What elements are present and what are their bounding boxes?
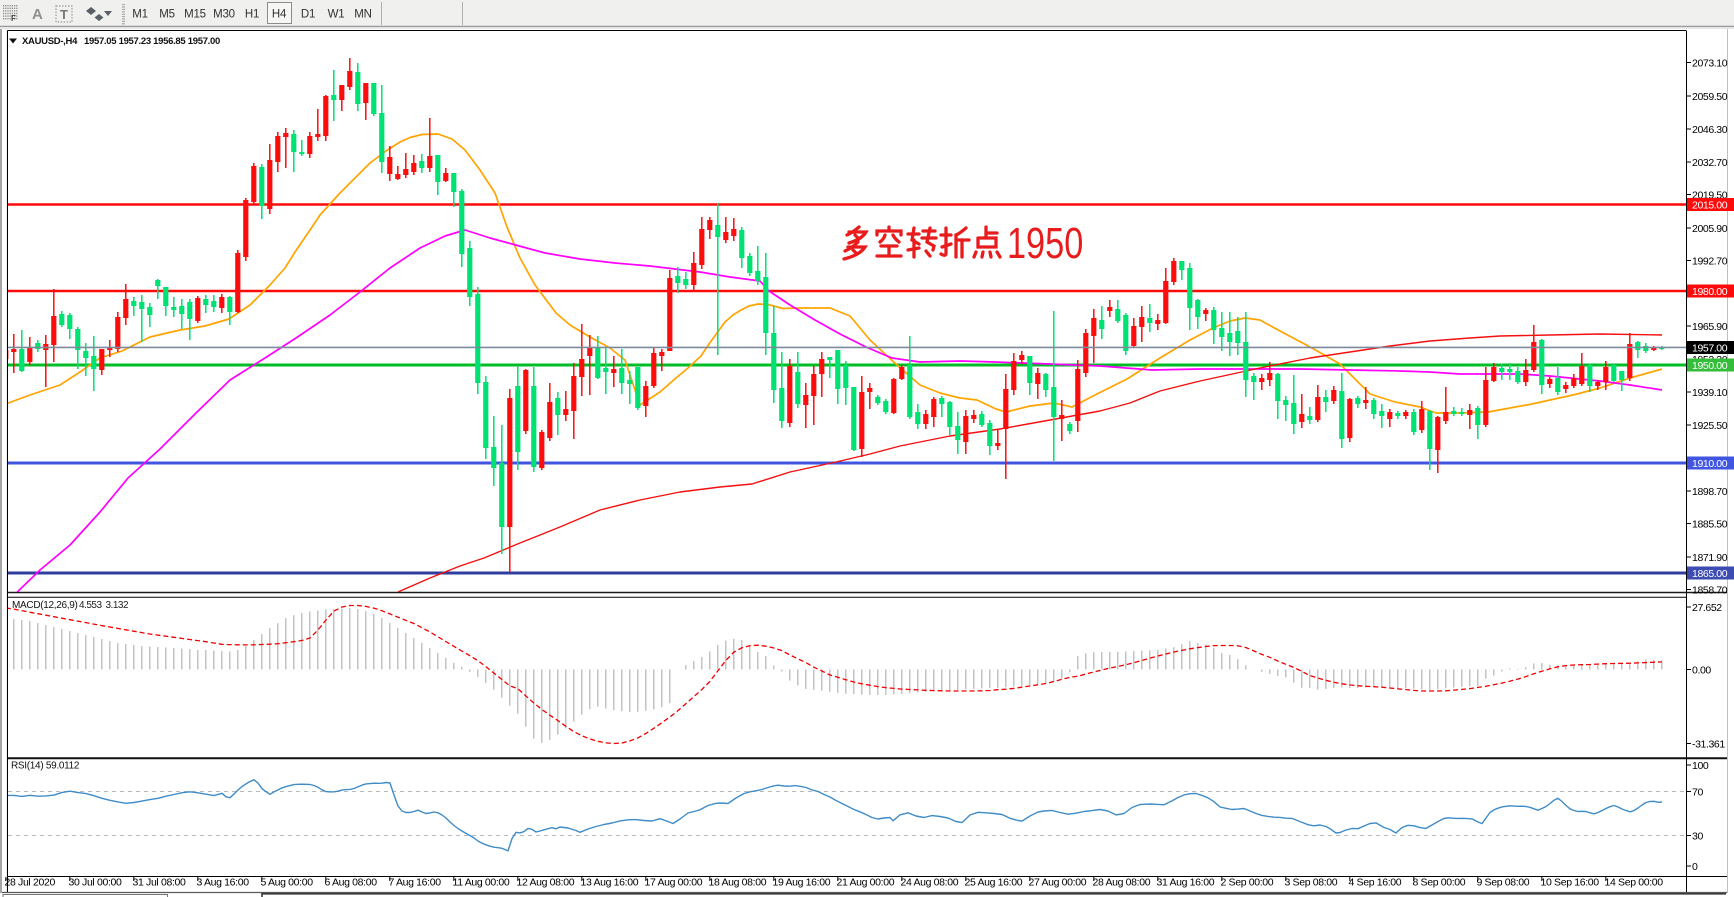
svg-text:2046.30: 2046.30: [1692, 124, 1728, 136]
svg-text:1858.70: 1858.70: [1692, 585, 1728, 597]
svg-text:RSI(14) 59.0112: RSI(14) 59.0112: [11, 761, 80, 772]
svg-text:8 Sep 00:00: 8 Sep 00:00: [1413, 877, 1466, 889]
svg-text:H1: H1: [245, 9, 259, 21]
svg-text:1939.10: 1939.10: [1692, 387, 1728, 399]
svg-text:1871.90: 1871.90: [1692, 552, 1728, 564]
svg-text:13 Aug 16:00: 13 Aug 16:00: [581, 877, 639, 889]
svg-text:1885.50: 1885.50: [1692, 519, 1728, 531]
svg-text:30 Jul 00:00: 30 Jul 00:00: [69, 877, 123, 889]
svg-text:9 Sep 08:00: 9 Sep 08:00: [1477, 877, 1530, 889]
svg-text:MACD(12,26,9): MACD(12,26,9): [12, 600, 78, 611]
svg-text:5 Aug 00:00: 5 Aug 00:00: [261, 877, 314, 889]
svg-text:M15: M15: [184, 9, 206, 21]
svg-text:25 Aug 16:00: 25 Aug 16:00: [965, 877, 1023, 889]
svg-text:31 Jul 08:00: 31 Jul 08:00: [133, 877, 187, 889]
svg-text:4.553: 4.553: [79, 600, 102, 611]
svg-text:1865.00: 1865.00: [1692, 568, 1728, 580]
svg-text:27.652: 27.652: [1692, 602, 1722, 614]
svg-text:1898.70: 1898.70: [1692, 486, 1728, 498]
svg-text:2073.10: 2073.10: [1692, 58, 1728, 70]
svg-text:2 Sep 00:00: 2 Sep 00:00: [1221, 877, 1274, 889]
svg-text:3 Aug 16:00: 3 Aug 16:00: [197, 877, 250, 889]
svg-text:0: 0: [1692, 861, 1698, 873]
svg-text:H4: H4: [272, 9, 287, 21]
svg-text:3 Sep 08:00: 3 Sep 08:00: [1285, 877, 1338, 889]
svg-text:F: F: [11, 14, 16, 23]
svg-text:1965.90: 1965.90: [1692, 321, 1728, 333]
svg-text:M1: M1: [132, 9, 148, 21]
svg-text:24 Aug 08:00: 24 Aug 08:00: [901, 877, 959, 889]
svg-text:4 Sep 16:00: 4 Sep 16:00: [1349, 877, 1402, 889]
svg-text:19 Aug 16:00: 19 Aug 16:00: [773, 877, 831, 889]
svg-text:2005.90: 2005.90: [1692, 223, 1728, 235]
svg-text:1925.50: 1925.50: [1692, 420, 1728, 432]
svg-text:T: T: [60, 7, 68, 22]
svg-text:1910.00: 1910.00: [1692, 458, 1728, 470]
svg-text:XAUUSD-,H4: XAUUSD-,H4: [22, 36, 78, 47]
svg-text:6 Aug 08:00: 6 Aug 08:00: [325, 877, 378, 889]
svg-text:27 Aug 00:00: 27 Aug 00:00: [1029, 877, 1087, 889]
svg-text:2015.00: 2015.00: [1692, 200, 1728, 212]
svg-text:D1: D1: [301, 9, 315, 21]
svg-text:18 Aug 08:00: 18 Aug 08:00: [709, 877, 767, 889]
svg-text:10 Sep 16:00: 10 Sep 16:00: [1541, 877, 1600, 889]
svg-text:1957.00: 1957.00: [1692, 343, 1728, 355]
svg-text:28 Jul 2020: 28 Jul 2020: [5, 877, 56, 889]
svg-text:W1: W1: [328, 9, 345, 21]
svg-text:-31.361: -31.361: [1692, 739, 1725, 751]
svg-text:M5: M5: [159, 9, 175, 21]
svg-text:2032.70: 2032.70: [1692, 157, 1728, 169]
svg-text:0.00: 0.00: [1692, 665, 1711, 677]
svg-text:30: 30: [1692, 831, 1703, 843]
svg-text:3.132: 3.132: [106, 600, 129, 611]
svg-text:70: 70: [1692, 787, 1703, 799]
svg-text:14 Sep 00:00: 14 Sep 00:00: [1605, 877, 1664, 889]
svg-text:2059.50: 2059.50: [1692, 91, 1728, 103]
svg-text:31 Aug 16:00: 31 Aug 16:00: [1157, 877, 1215, 889]
svg-text:1957.05 1957.23 1956.85 1957.0: 1957.05 1957.23 1956.85 1957.00: [84, 36, 220, 47]
svg-text:21 Aug 00:00: 21 Aug 00:00: [837, 877, 895, 889]
svg-text:11 Aug 00:00: 11 Aug 00:00: [453, 877, 510, 889]
svg-text:1950.00: 1950.00: [1692, 360, 1728, 372]
svg-text:17 Aug 00:00: 17 Aug 00:00: [645, 877, 703, 889]
svg-text:1980.00: 1980.00: [1692, 286, 1728, 298]
svg-text:7 Aug 16:00: 7 Aug 16:00: [389, 877, 442, 889]
svg-text:M30: M30: [213, 9, 235, 21]
svg-text:MN: MN: [354, 9, 372, 21]
svg-text:28 Aug 08:00: 28 Aug 08:00: [1093, 877, 1151, 889]
svg-text:100: 100: [1692, 760, 1709, 772]
svg-text:1950: 1950: [1007, 219, 1083, 268]
svg-text:A: A: [32, 6, 43, 23]
svg-text:12 Aug 08:00: 12 Aug 08:00: [517, 877, 575, 889]
svg-text:1992.70: 1992.70: [1692, 256, 1728, 268]
